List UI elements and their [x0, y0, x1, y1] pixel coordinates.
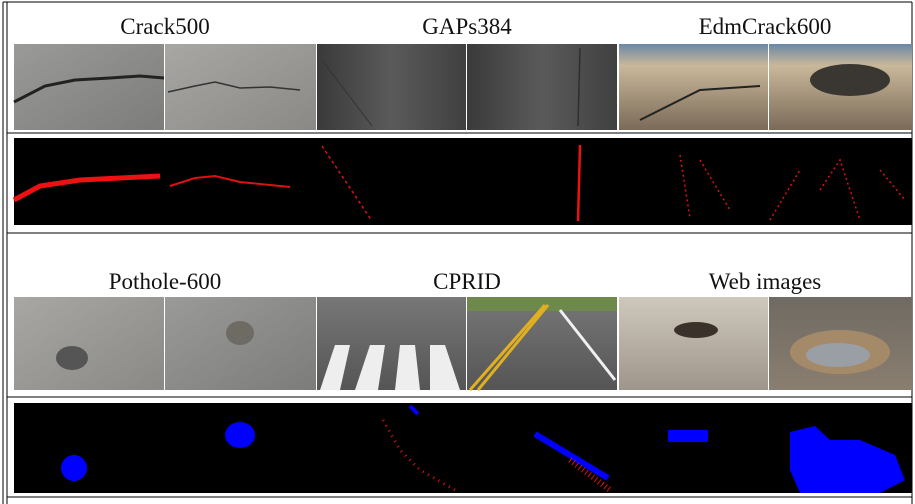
panel-label: EdmCrack600: [699, 14, 832, 39]
panel-label: GAPs384: [422, 14, 512, 39]
panel-label: Crack500: [120, 14, 209, 39]
panel-label: Web images: [709, 269, 822, 294]
mask-row-2: [14, 403, 912, 493]
photo-row-2: [14, 297, 912, 390]
panel-label: Pothole-600: [109, 269, 221, 294]
panel-label: CPRID: [433, 269, 501, 294]
photo-row-1: [14, 44, 912, 130]
mask-row-1: [14, 138, 912, 225]
figure: Crack500 GAPs384 EdmCrack600 Pothole-600…: [0, 0, 915, 504]
page: {"panels": [ {"label": "Crack500"}, {"la…: [0, 0, 915, 504]
